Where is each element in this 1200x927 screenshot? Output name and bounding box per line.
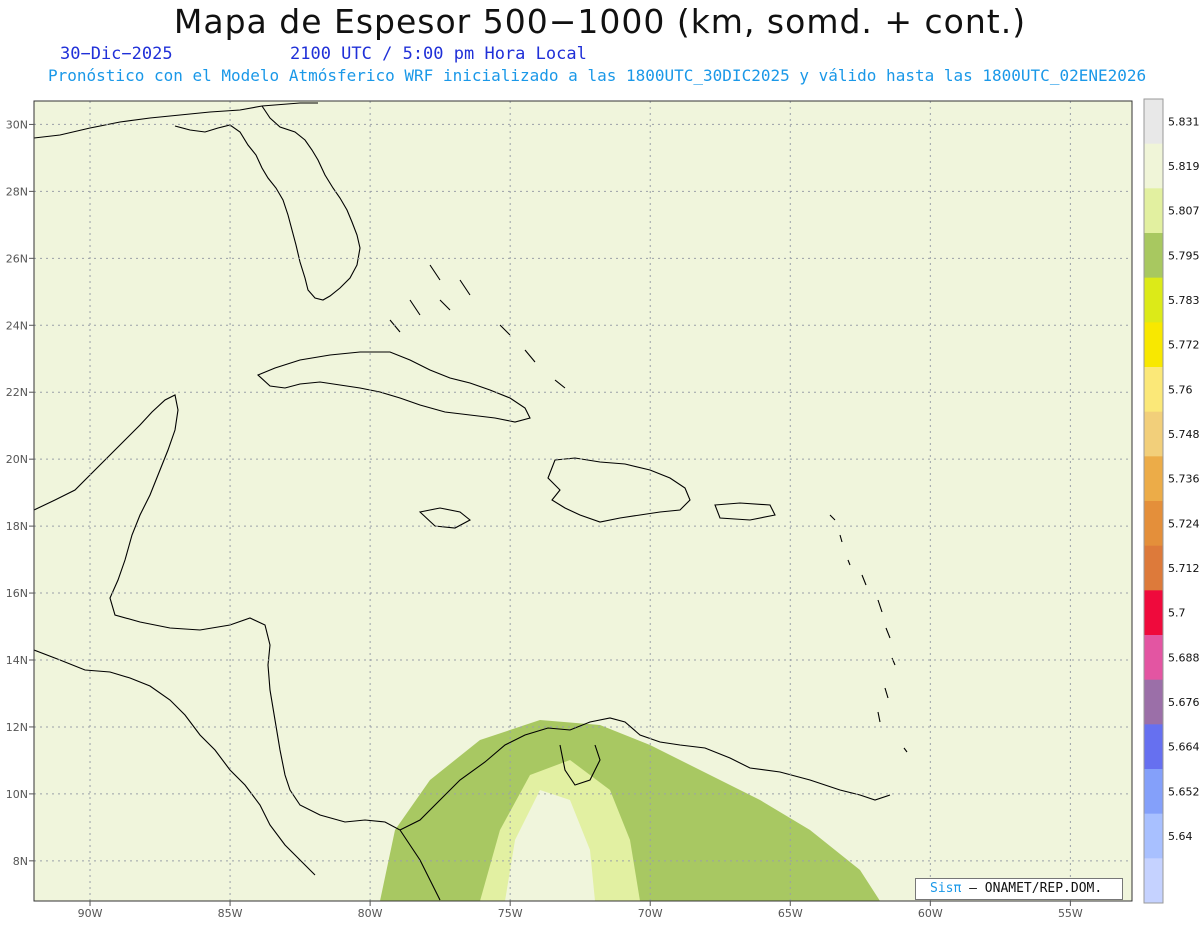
colorbar-label: 5.748 bbox=[1168, 428, 1200, 441]
map-title: Mapa de Espesor 500−1000 (km, somd. + co… bbox=[173, 2, 1027, 41]
colorbar-label: 5.807 bbox=[1168, 205, 1200, 218]
lon-tick-label: 55W bbox=[1058, 907, 1083, 920]
colorbar: 5.831 5.819 5.807 5.795 5.783 5.772 5.76 5.748 5… bbox=[1143, 98, 1200, 904]
colorbar-label: 5.664 bbox=[1168, 741, 1200, 754]
map-frame bbox=[33, 100, 1133, 902]
colorbar-swatch bbox=[1144, 322, 1163, 368]
lat-tick-label: 30N bbox=[6, 118, 28, 131]
colorbar-swatch bbox=[1144, 188, 1163, 234]
colorbar-label: 5.652 bbox=[1168, 785, 1200, 798]
yucatan-coast bbox=[34, 394, 441, 901]
lat-tick-label: 24N bbox=[6, 319, 28, 332]
lesser-antilles bbox=[829, 514, 908, 753]
cuba-coast bbox=[256, 351, 531, 423]
colorbar-label: 5.783 bbox=[1168, 294, 1200, 307]
lat-tick-label: 26N bbox=[6, 252, 28, 265]
lat-tick-label: 20N bbox=[6, 453, 28, 466]
credit-brand: Sisπ bbox=[930, 881, 962, 896]
colorbar-swatch bbox=[1144, 143, 1163, 189]
lat-tick-label: 16N bbox=[6, 587, 28, 600]
credit-text: – ONAMET/REP.DOM. bbox=[961, 881, 1103, 896]
colorbar-label: 5.712 bbox=[1168, 562, 1200, 575]
lon-tick-label: 90W bbox=[78, 907, 103, 920]
florida-coast bbox=[34, 102, 361, 301]
lat-tick-label: 28N bbox=[6, 185, 28, 198]
colorbar-label: 5.831 bbox=[1168, 115, 1200, 128]
forecast-info: Pronóstico con el Modelo Atmósferico WRF… bbox=[48, 66, 1147, 85]
colorbar-label: 5.724 bbox=[1168, 517, 1200, 530]
colorbar-label: 5.772 bbox=[1168, 339, 1200, 352]
lat-tick-label: 10N bbox=[6, 788, 28, 801]
colorbar-swatch bbox=[1144, 545, 1163, 591]
thickness-bands bbox=[34, 101, 1132, 901]
colorbar-label: 5.795 bbox=[1168, 249, 1200, 262]
colorbar-swatch bbox=[1144, 411, 1163, 457]
south-america-coast bbox=[399, 717, 891, 831]
date-label: 30−Dic−2025 bbox=[60, 44, 173, 64]
lon-tick-label: 60W bbox=[918, 907, 943, 920]
colorbar-swatch bbox=[1144, 724, 1163, 770]
lat-tick-label: 22N bbox=[6, 386, 28, 399]
lon-tick-label: 80W bbox=[358, 907, 383, 920]
colorbar-swatch bbox=[1144, 858, 1163, 904]
hispaniola-coast bbox=[547, 457, 691, 523]
central-america-pacific bbox=[34, 649, 316, 876]
lat-tick-label: 12N bbox=[6, 721, 28, 734]
colorbar-swatch bbox=[1144, 501, 1163, 547]
coastlines bbox=[34, 102, 908, 901]
colorbar-swatch bbox=[1144, 233, 1163, 279]
axis-ticks: 30N 28N 26N 24N 22N 20N 18N 16N 14N 12N 10N 8N 90W 85… bbox=[6, 118, 1083, 920]
time-label: 2100 UTC / 5:00 pm Hora Local bbox=[290, 44, 587, 64]
colorbar-swatch bbox=[1144, 590, 1163, 636]
colorbar-swatch bbox=[1144, 769, 1163, 815]
bahamas bbox=[389, 264, 566, 389]
lon-tick-label: 85W bbox=[218, 907, 243, 920]
colorbar-swatch bbox=[1144, 635, 1163, 681]
lon-tick-label: 75W bbox=[498, 907, 523, 920]
colorbar-swatch bbox=[1144, 813, 1163, 859]
colorbar-label: 5.736 bbox=[1168, 473, 1200, 486]
colorbar-swatch bbox=[1144, 456, 1163, 502]
colorbar-swatch bbox=[1144, 99, 1163, 145]
colorbar-frame bbox=[1143, 98, 1164, 904]
credit-box: Sisπ – ONAMET/REP.DOM. bbox=[915, 878, 1123, 900]
lat-tick-label: 18N bbox=[6, 520, 28, 533]
colorbar-label: 5.7 bbox=[1168, 607, 1186, 620]
colorbar-label: 5.676 bbox=[1168, 696, 1200, 709]
colorbar-label: 5.64 bbox=[1168, 830, 1193, 843]
puerto-rico-coast bbox=[714, 502, 776, 521]
colorbar-label: 5.819 bbox=[1168, 160, 1200, 173]
colorbar-swatch bbox=[1144, 277, 1163, 323]
colorbar-swatch bbox=[1144, 367, 1163, 413]
graticule bbox=[34, 101, 1132, 901]
lat-tick-label: 8N bbox=[13, 855, 28, 868]
colorbar-swatch bbox=[1144, 679, 1163, 725]
lon-tick-label: 65W bbox=[778, 907, 803, 920]
jamaica-coast bbox=[418, 507, 471, 529]
lat-tick-label: 14N bbox=[6, 654, 28, 667]
colorbar-label: 5.76 bbox=[1168, 383, 1193, 396]
colorbar-label: 5.688 bbox=[1168, 651, 1200, 664]
lon-tick-label: 70W bbox=[638, 907, 663, 920]
band-whitecore bbox=[505, 790, 595, 901]
